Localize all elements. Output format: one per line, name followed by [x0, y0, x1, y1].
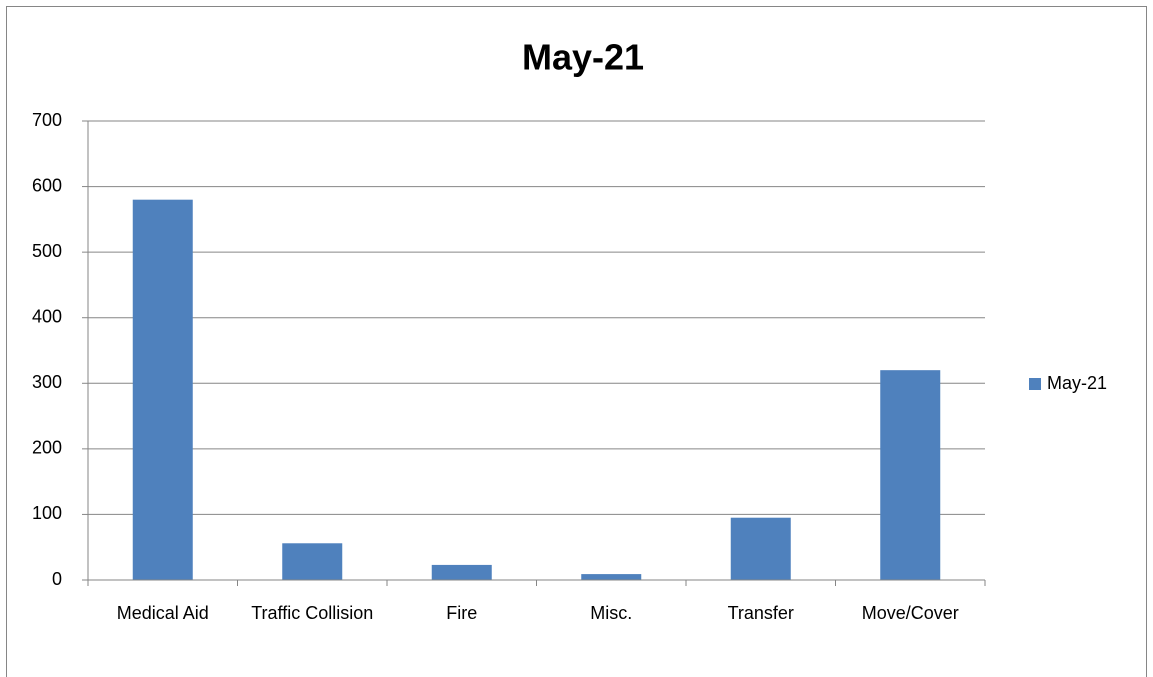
legend-label: May-21 [1047, 373, 1107, 393]
chart-border [6, 6, 1147, 677]
y-tick-label: 200 [32, 438, 62, 458]
bar [132, 199, 193, 580]
bar [431, 564, 492, 580]
bar [581, 574, 642, 580]
y-tick-label: 700 [32, 110, 62, 130]
y-tick-label: 400 [32, 306, 62, 326]
bar [730, 517, 791, 580]
x-tick-label-box: Transfer [727, 603, 794, 623]
x-tick-label: Medical Aid [116, 603, 209, 623]
y-tick-label: 100 [32, 503, 62, 523]
bar [282, 543, 343, 580]
y-tick-label: 500 [32, 241, 62, 261]
x-tick-label-box: Move/Cover [861, 603, 959, 623]
x-tick-label-box: Traffic Collision [251, 603, 374, 623]
bar [880, 370, 941, 580]
x-tick-label-box: Medical Aid [116, 603, 209, 623]
legend-swatch [1029, 378, 1041, 390]
x-tick-label: Misc. [590, 603, 633, 623]
y-tick-label: 300 [32, 372, 62, 392]
x-tick-label-box: Misc. [590, 603, 633, 623]
x-tick-label: Transfer [727, 603, 794, 623]
chart-title: May-21 [522, 37, 644, 78]
y-tick-label: 0 [52, 569, 62, 589]
x-tick-label: Move/Cover [861, 603, 959, 623]
x-tick-label-box: Fire [446, 603, 478, 623]
x-tick-label: Fire [446, 603, 478, 623]
x-tick-label: Traffic Collision [251, 603, 374, 623]
y-tick-label: 600 [32, 175, 62, 195]
